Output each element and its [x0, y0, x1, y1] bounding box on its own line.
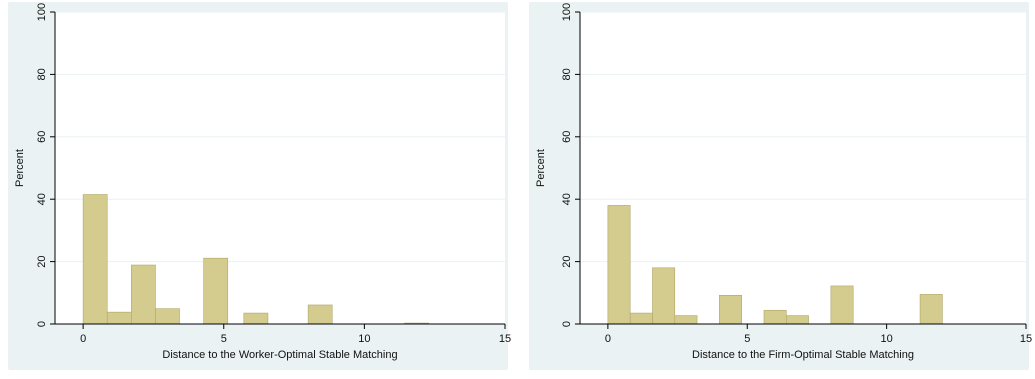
y-tick-label-0-4: 80	[36, 68, 48, 80]
histogram-bar-1-7	[830, 285, 854, 325]
x-tick-label-0-3: 15	[499, 333, 511, 345]
x-tick-label-0-0: 0	[80, 333, 86, 345]
y-tick-label-0-2: 40	[36, 193, 48, 205]
histogram-bar-0-4	[203, 257, 229, 325]
y-axis-title-1: Percent	[535, 149, 547, 187]
histogram-bar-1-8	[919, 294, 943, 325]
histogram-bar-1-3	[674, 315, 698, 325]
y-tick-label-0-5: 100	[36, 3, 48, 21]
histogram-bar-1-2	[652, 267, 676, 325]
histogram-bar-0-5	[243, 312, 269, 325]
y-tick-label-0-1: 20	[36, 255, 48, 267]
y-tick-label-0-3: 60	[36, 131, 48, 143]
y-tick-label-1-2: 40	[561, 193, 573, 205]
y-tick-label-1-4: 80	[561, 68, 573, 80]
y-tick-label-1-1: 20	[561, 255, 573, 267]
histogram-bar-1-6	[785, 315, 809, 325]
x-tick-label-1-0: 0	[605, 333, 611, 345]
x-axis-title-0: Distance to the Worker-Optimal Stable Ma…	[162, 349, 397, 361]
histogram-bar-1-5	[763, 309, 787, 325]
x-tick-label-1-2: 10	[881, 333, 893, 345]
histogram-bar-0-6	[307, 304, 333, 325]
y-tick-label-1-3: 60	[561, 131, 573, 143]
y-tick-label-1-0: 0	[561, 321, 573, 327]
histogram-bar-1-4	[719, 294, 742, 325]
histogram-bar-1-1	[629, 312, 653, 325]
x-tick-label-0-1: 5	[221, 333, 227, 345]
x-tick-label-1-3: 15	[1020, 333, 1032, 345]
histogram-bar-0-3	[155, 308, 180, 325]
y-tick-label-0-0: 0	[36, 321, 48, 327]
plot-area-1	[580, 12, 1026, 324]
x-tick-label-1-1: 5	[744, 333, 750, 345]
histogram-bar-0-2	[131, 264, 156, 325]
y-axis-title-0: Percent	[14, 149, 26, 187]
histogram-bar-0-1	[106, 311, 132, 325]
y-tick-label-1-5: 100	[561, 3, 573, 21]
histogram-bar-0-0	[82, 194, 108, 325]
x-tick-label-0-2: 10	[358, 333, 370, 345]
plot-area-0	[55, 12, 505, 324]
histogram-bar-1-0	[607, 205, 631, 325]
x-axis-title-1: Distance to the Firm-Optimal Stable Matc…	[692, 349, 914, 361]
